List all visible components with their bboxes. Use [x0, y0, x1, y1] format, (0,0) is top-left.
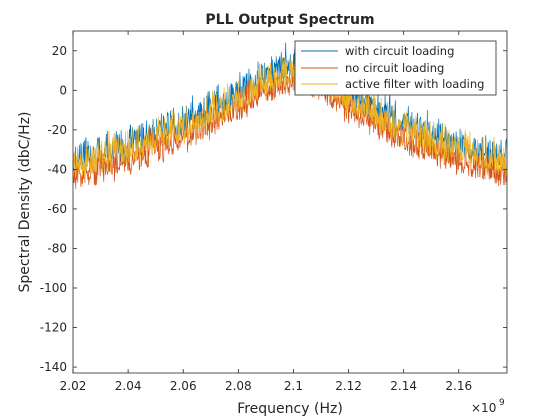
x-axis: 2.02 2.04 2.06 2.08 2.1 2.12 2.14 2.16	[60, 31, 472, 393]
y-tick-label: 0	[59, 83, 67, 97]
plot-area-frame	[72, 30, 508, 374]
series-line-active-filter-with-loading	[72, 52, 508, 180]
x-tick-label: 2.16	[445, 379, 472, 393]
x-tick-label: 2.1	[284, 379, 303, 393]
legend-label-active-filter: active filter with loading	[345, 77, 484, 91]
x-axis-exponent: ×10 9	[471, 398, 505, 415]
x-tick-label: 2.14	[390, 379, 417, 393]
x-tick-label: 2.08	[225, 379, 252, 393]
legend-label-with-circuit-loading: with circuit loading	[345, 44, 454, 58]
series-line-no-circuit-loading	[72, 61, 508, 190]
legend-label-no-circuit-loading: no circuit loading	[345, 61, 444, 75]
x-tick-label: 2.04	[115, 379, 142, 393]
y-tick-label: -100	[40, 281, 67, 295]
x-tick-label: 2.12	[335, 379, 362, 393]
chart-title: PLL Output Spectrum	[205, 12, 374, 28]
series-layer	[72, 42, 508, 190]
y-axis: -140 -120 -100 -80 -60 -40 -20 0 20	[40, 44, 507, 374]
x-axis-exponent-power: 9	[499, 398, 505, 408]
y-tick-label: -140	[40, 360, 67, 374]
y-tick-label: -120	[40, 321, 67, 335]
x-axis-exponent-base: ×10	[471, 401, 496, 415]
y-tick-label: -40	[47, 162, 67, 176]
y-axis-label: Spectral Density (dbC/Hz)	[17, 112, 33, 293]
x-tick-label: 2.02	[60, 379, 87, 393]
y-tick-label: -20	[47, 123, 67, 137]
legend: with circuit loading no circuit loading …	[294, 40, 497, 96]
x-axis-label: Frequency (Hz)	[237, 401, 343, 417]
y-tick-label: -80	[47, 241, 67, 255]
y-tick-label: 20	[52, 44, 67, 58]
x-tick-label: 2.06	[170, 379, 197, 393]
y-tick-label: -60	[47, 202, 67, 216]
